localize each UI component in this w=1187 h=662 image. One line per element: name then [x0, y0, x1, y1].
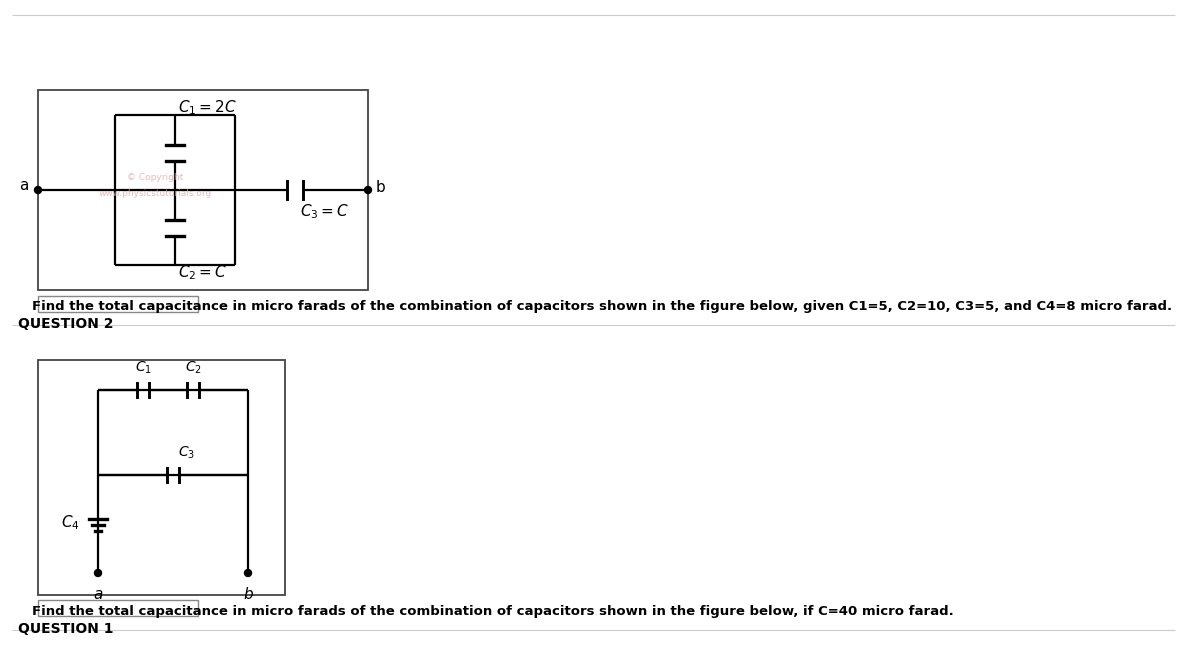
- Text: $C_1$: $C_1$: [134, 359, 152, 376]
- Bar: [38, 360, 285, 595]
- Text: a: a: [94, 587, 103, 602]
- Text: © Copyright: © Copyright: [127, 173, 183, 183]
- Circle shape: [245, 569, 252, 577]
- Text: $C_2=C$: $C_2=C$: [178, 263, 227, 282]
- Text: www.physicstutorials.org: www.physicstutorials.org: [99, 189, 211, 199]
- Circle shape: [95, 569, 102, 577]
- Circle shape: [34, 187, 42, 193]
- Bar: [38, 296, 198, 312]
- Text: $C_3=C$: $C_3=C$: [300, 202, 349, 220]
- Circle shape: [364, 187, 372, 193]
- Text: $C_1=2C$: $C_1=2C$: [178, 98, 237, 117]
- Text: Find the total capacitance in micro farads of the combination of capacitors show: Find the total capacitance in micro fara…: [32, 300, 1172, 313]
- Text: Find the total capacitance in micro farads of the combination of capacitors show: Find the total capacitance in micro fara…: [32, 605, 953, 618]
- Bar: [38, 90, 368, 290]
- Text: a: a: [19, 179, 28, 193]
- Text: b: b: [243, 587, 253, 602]
- Text: QUESTION 1: QUESTION 1: [18, 622, 114, 636]
- Text: $C_3$: $C_3$: [178, 445, 195, 461]
- Bar: [38, 600, 198, 616]
- Text: b: b: [376, 179, 386, 195]
- Text: QUESTION 2: QUESTION 2: [18, 317, 114, 331]
- Text: $C_4$: $C_4$: [62, 514, 80, 532]
- Text: $C_2$: $C_2$: [184, 359, 202, 376]
